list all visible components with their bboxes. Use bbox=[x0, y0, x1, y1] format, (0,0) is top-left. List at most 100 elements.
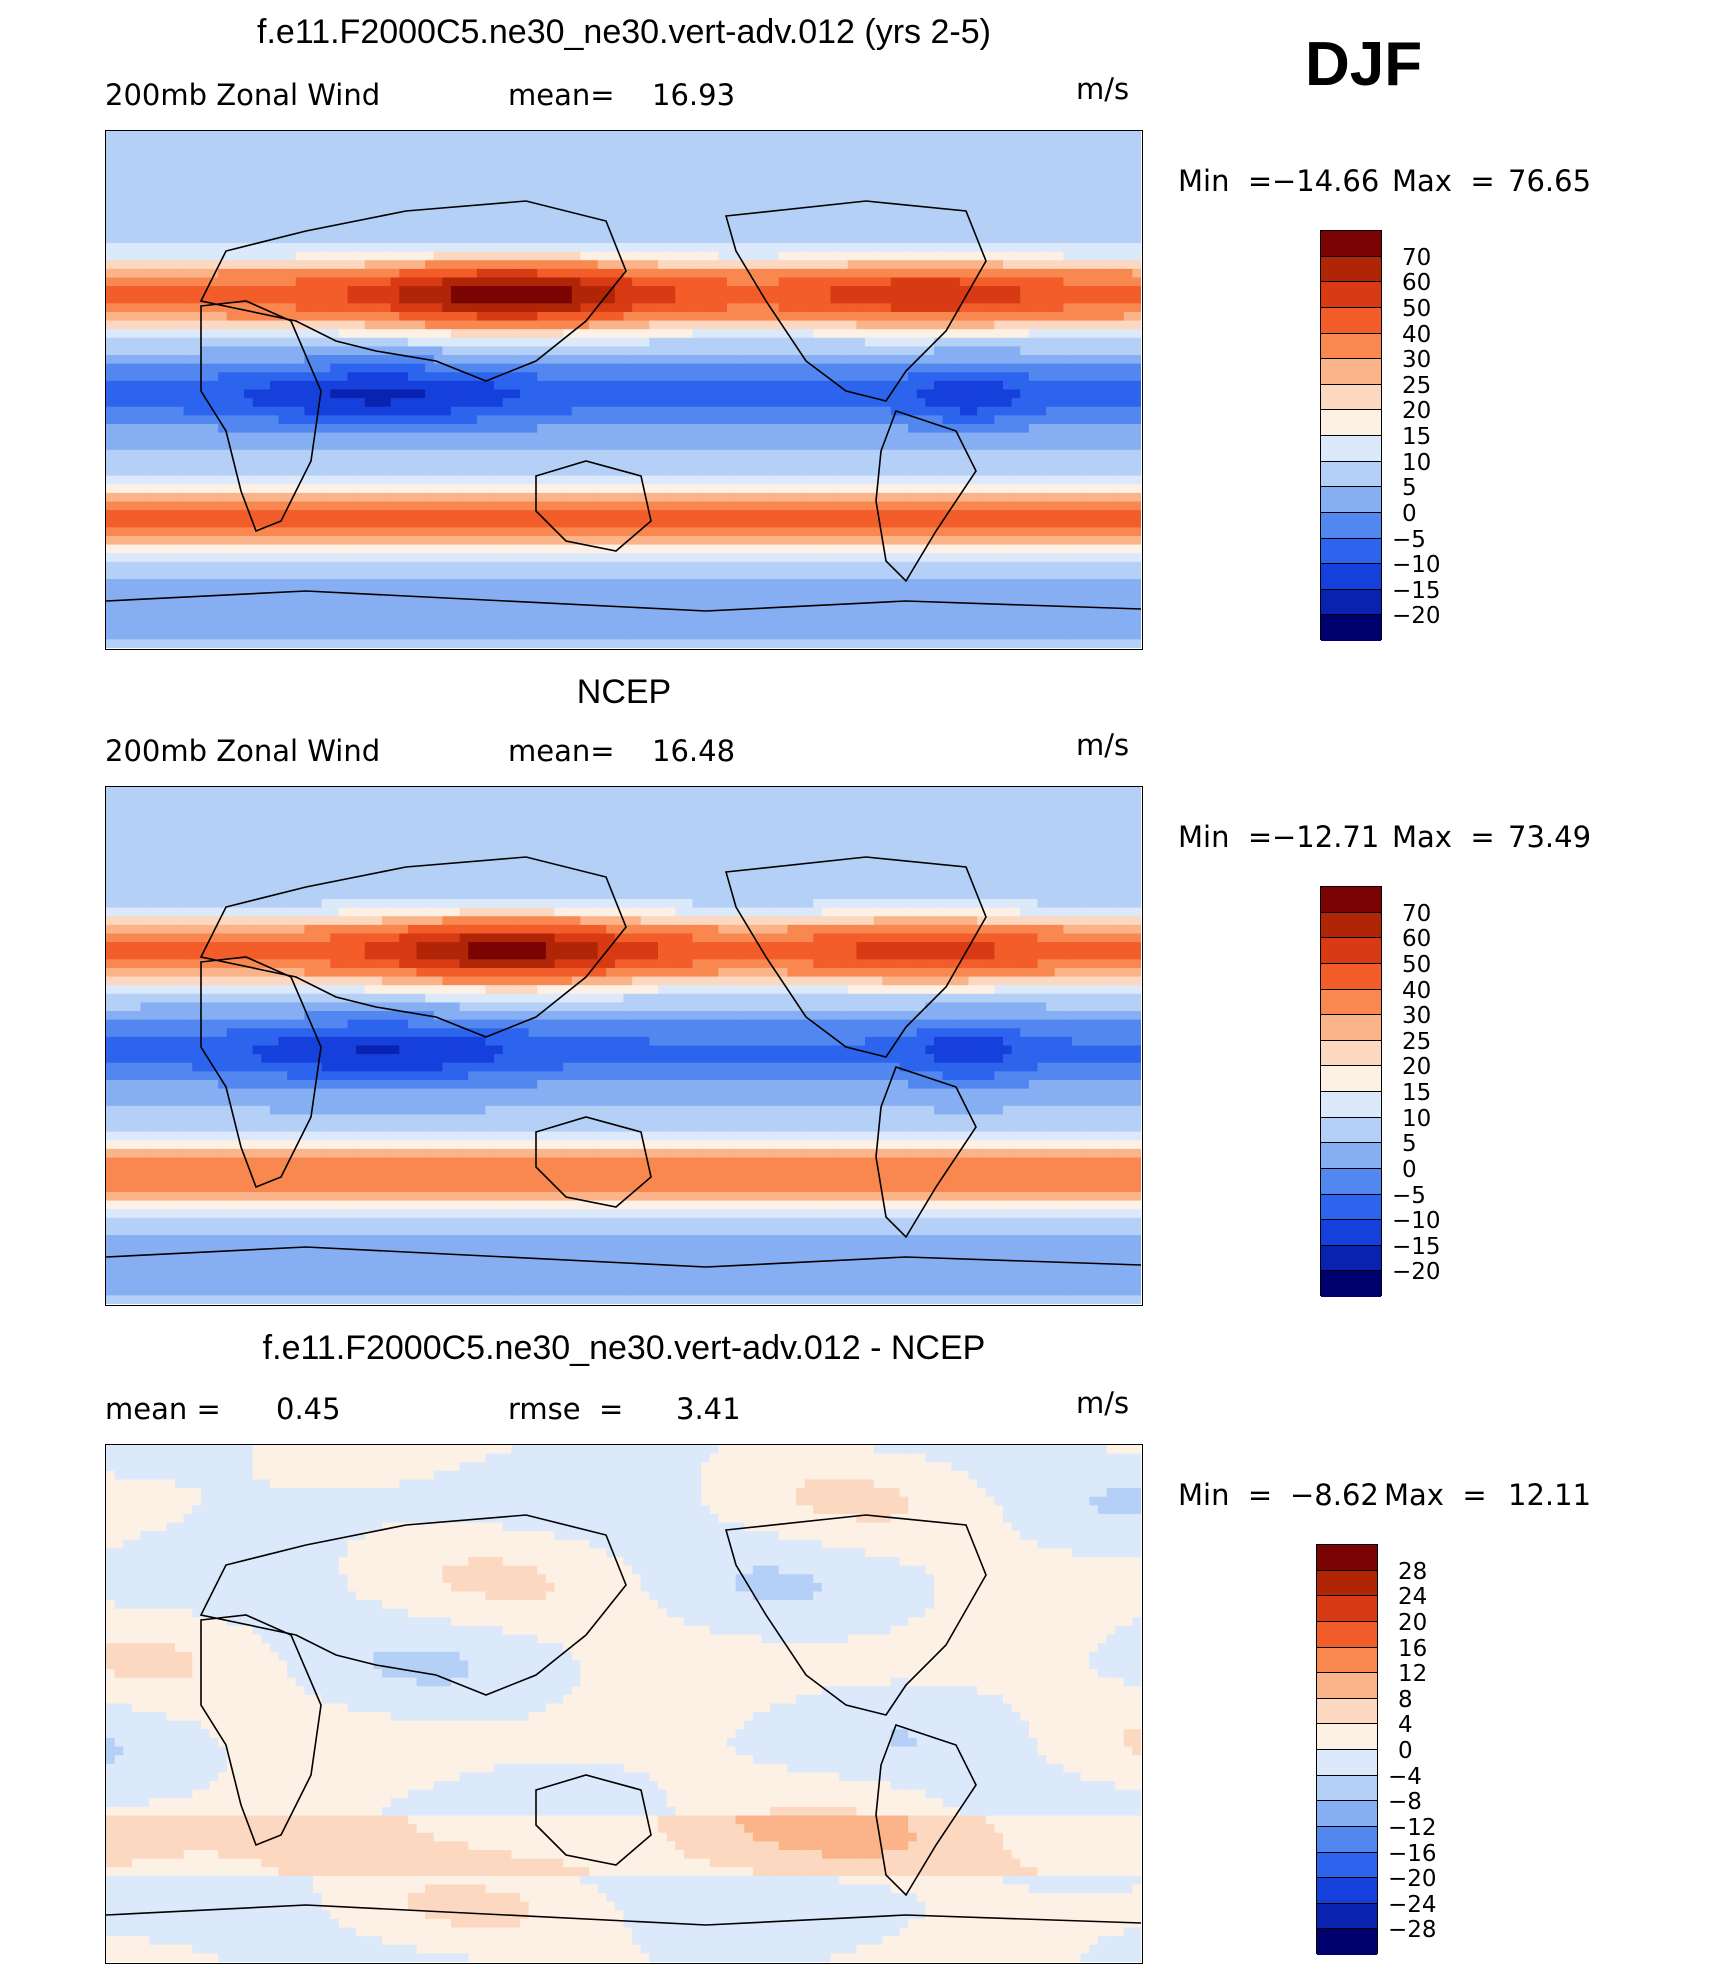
coastline bbox=[200, 1614, 322, 1847]
colorbar-tick-label: 8 bbox=[1398, 1687, 1413, 1713]
colorbar-swatch bbox=[1321, 307, 1381, 334]
panel-2-mean-label: mean= bbox=[508, 734, 615, 768]
panel-3-units: m/s bbox=[1076, 1386, 1129, 1420]
colorbar-tick-label: 15 bbox=[1402, 424, 1431, 450]
coastline bbox=[724, 1514, 987, 1716]
colorbar-tick-label: 24 bbox=[1398, 1584, 1427, 1610]
panel-1-min-value: −14.66 bbox=[1272, 164, 1379, 198]
colorbar-swatch bbox=[1321, 538, 1381, 565]
coastline bbox=[535, 1116, 652, 1208]
colorbar-tick-label: 5 bbox=[1402, 475, 1417, 501]
colorbar-swatch bbox=[1321, 1245, 1381, 1272]
colorbar-swatch bbox=[1321, 384, 1381, 411]
panel-2-title: NCEP bbox=[105, 672, 1143, 712]
colorbar-swatch bbox=[1321, 1040, 1381, 1067]
colorbar-tick-label: 28 bbox=[1398, 1559, 1427, 1585]
panel-1-variable-label: 200mb Zonal Wind bbox=[105, 78, 380, 112]
coastline bbox=[875, 1723, 977, 1897]
colorbar-swatch bbox=[1321, 1092, 1381, 1118]
colorbar-tick-label: −10 bbox=[1392, 552, 1441, 578]
panel-2-map bbox=[105, 786, 1143, 1306]
colorbar-tick-label: −15 bbox=[1392, 1234, 1441, 1260]
colorbar-tick-label: 40 bbox=[1402, 322, 1431, 348]
colorbar-swatch bbox=[1317, 1878, 1377, 1904]
colorbar-swatch bbox=[1321, 1015, 1381, 1041]
panel-2-min-value: −12.71 bbox=[1272, 820, 1379, 854]
panel-3-rmse-label: rmse = bbox=[508, 1392, 623, 1426]
panel-3-mean-value: 0.45 bbox=[276, 1392, 341, 1426]
colorbar-tick-label: 20 bbox=[1398, 1610, 1427, 1636]
coastline bbox=[199, 1514, 627, 1696]
colorbar-swatch bbox=[1317, 1826, 1377, 1853]
panel-2-mean-value: 16.48 bbox=[652, 734, 735, 768]
colorbar-tick-label: 40 bbox=[1402, 978, 1431, 1004]
colorbar-tick-label: 50 bbox=[1402, 296, 1431, 322]
colorbar-tick-label: 0 bbox=[1402, 1157, 1417, 1183]
colorbar-swatch bbox=[1317, 1801, 1377, 1827]
colorbar-swatch bbox=[1317, 1775, 1377, 1802]
colorbar-tick-label: −12 bbox=[1388, 1815, 1437, 1841]
season-label: DJF bbox=[1305, 30, 1422, 100]
colorbar-tick-label: −5 bbox=[1392, 527, 1426, 553]
coastline bbox=[200, 956, 322, 1189]
colorbar-tick-label: 12 bbox=[1398, 1661, 1427, 1687]
colorbar-swatch bbox=[1317, 1621, 1377, 1648]
colorbar-tick-label: 15 bbox=[1402, 1080, 1431, 1106]
panel-1-colorbar bbox=[1320, 230, 1382, 641]
panel-1-map bbox=[105, 130, 1143, 650]
panel-3-mean-label: mean = bbox=[105, 1392, 221, 1426]
colorbar-swatch bbox=[1317, 1852, 1377, 1879]
colorbar-swatch bbox=[1317, 1724, 1377, 1750]
colorbar-tick-label: −15 bbox=[1392, 578, 1441, 604]
colorbar-tick-label: 10 bbox=[1402, 1106, 1431, 1132]
colorbar-tick-label: 60 bbox=[1402, 270, 1431, 296]
panel-3-rmse-value: 3.41 bbox=[676, 1392, 741, 1426]
colorbar-swatch bbox=[1321, 282, 1381, 308]
colorbar-tick-label: 4 bbox=[1398, 1712, 1413, 1738]
colorbar-swatch bbox=[1317, 1647, 1377, 1674]
colorbar-swatch bbox=[1321, 256, 1381, 283]
colorbar-tick-label: −24 bbox=[1388, 1892, 1437, 1918]
contour-fill bbox=[106, 1445, 1141, 1962]
panel-2-colorbar bbox=[1320, 886, 1382, 1297]
colorbar-swatch bbox=[1317, 1570, 1377, 1597]
colorbar-swatch bbox=[1321, 1066, 1381, 1092]
coastline bbox=[199, 200, 627, 382]
colorbar-tick-label: −10 bbox=[1392, 1208, 1441, 1234]
colorbar-tick-label: 5 bbox=[1402, 1131, 1417, 1157]
colorbar-swatch bbox=[1321, 1194, 1381, 1221]
colorbar-swatch bbox=[1321, 989, 1381, 1016]
colorbar-tick-label: 10 bbox=[1402, 450, 1431, 476]
colorbar-tick-label: −20 bbox=[1388, 1866, 1437, 1892]
colorbar-swatch bbox=[1321, 333, 1381, 360]
colorbar-tick-label: 30 bbox=[1402, 1003, 1431, 1029]
colorbar-swatch bbox=[1321, 231, 1381, 257]
panel-2-units: m/s bbox=[1076, 728, 1129, 762]
colorbar-swatch bbox=[1321, 1220, 1381, 1246]
colorbar-swatch bbox=[1321, 1143, 1381, 1169]
panel-1-mean-label: mean= bbox=[508, 78, 615, 112]
colorbar-tick-label: −28 bbox=[1388, 1917, 1437, 1943]
panel-1-mean-value: 16.93 bbox=[652, 78, 735, 112]
colorbar-swatch bbox=[1317, 1698, 1377, 1725]
panel-2-max-label: Max = bbox=[1392, 820, 1495, 854]
colorbar-tick-label: 70 bbox=[1402, 901, 1431, 927]
colorbar-tick-label: −16 bbox=[1388, 1841, 1437, 1867]
colorbar-swatch bbox=[1321, 963, 1381, 990]
coastline bbox=[106, 1246, 1141, 1268]
colorbar-tick-label: −20 bbox=[1392, 1259, 1441, 1285]
coastline bbox=[724, 856, 987, 1058]
colorbar-swatch bbox=[1321, 410, 1381, 436]
colorbar-tick-label: 16 bbox=[1398, 1636, 1427, 1662]
colorbar-tick-label: 20 bbox=[1402, 398, 1431, 424]
colorbar-swatch bbox=[1321, 436, 1381, 462]
colorbar-tick-label: 30 bbox=[1402, 347, 1431, 373]
panel-3-map bbox=[105, 1444, 1143, 1964]
colorbar-swatch bbox=[1321, 615, 1381, 641]
coastline bbox=[106, 590, 1141, 612]
colorbar-swatch bbox=[1317, 1596, 1377, 1622]
panel-1-max-label: Max = bbox=[1392, 164, 1495, 198]
coastline bbox=[106, 1904, 1141, 1926]
coastline bbox=[875, 409, 977, 583]
colorbar-swatch bbox=[1321, 912, 1381, 939]
